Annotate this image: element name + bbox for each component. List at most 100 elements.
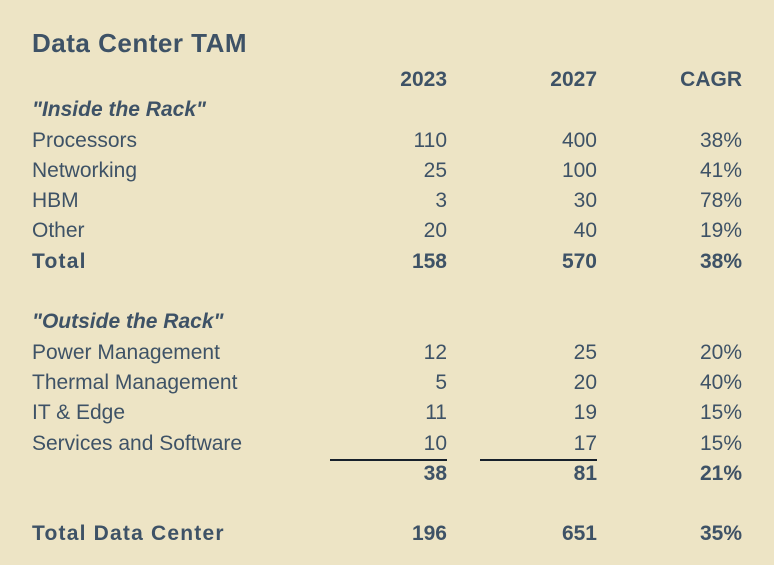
blank-row: [32, 277, 742, 307]
spacer: [480, 95, 597, 125]
table-row-it-and-edge: IT & Edge 11 19 15%: [32, 398, 742, 428]
spacer: [447, 338, 480, 368]
spacer: [625, 307, 742, 337]
spacer: [597, 429, 625, 461]
spacer: [597, 338, 625, 368]
row-label: Thermal Management: [32, 370, 238, 394]
row-label: HBM: [32, 189, 79, 213]
value-2027: 19: [573, 401, 597, 425]
spacer: [597, 368, 625, 398]
blank-row: [32, 489, 742, 519]
spacer: [597, 216, 625, 246]
spacer: [447, 307, 480, 337]
table-row-inside-total: Total 158 570 38%: [32, 247, 742, 277]
spacer: [597, 307, 625, 337]
value-2027: 17: [480, 429, 597, 461]
spacer: [447, 186, 480, 216]
spacer: [447, 95, 480, 125]
spacer: [597, 519, 625, 549]
row-label: Other: [32, 219, 85, 243]
value-2027: 30: [573, 189, 597, 213]
spacer: [447, 126, 480, 156]
row-label: Power Management: [32, 340, 220, 364]
section-header-outside-the-rack: "Outside the Rack": [32, 307, 742, 337]
value-2027: 651: [561, 522, 597, 546]
row-label: IT & Edge: [32, 401, 126, 425]
spacer: [597, 156, 625, 186]
value-2027: 25: [573, 340, 597, 364]
value-2023: 12: [423, 340, 447, 364]
table-row-services-and-software: Services and Software 10 17 15%: [32, 429, 742, 461]
value-2023: 38: [423, 461, 447, 485]
spacer: [597, 459, 625, 489]
table-row-power-management: Power Management 12 25 20%: [32, 338, 742, 368]
value-cagr: 78%: [699, 189, 742, 213]
value-2023: 196: [411, 522, 447, 546]
spacer: [597, 398, 625, 428]
value-2023: 25: [423, 158, 447, 182]
table-row-hbm: HBM 3 30 78%: [32, 186, 742, 216]
spacer: [447, 65, 480, 95]
column-header-2023: 2023: [400, 68, 447, 91]
table-row-outside-subtotal: 38 81 21%: [32, 459, 742, 489]
value-2023: 3: [435, 189, 447, 213]
spacer: [447, 429, 480, 461]
spacer: [597, 186, 625, 216]
table-row-networking: Networking 25 100 41%: [32, 156, 742, 186]
section-label: "Outside the Rack": [32, 310, 224, 334]
value-2023: 158: [411, 249, 447, 273]
table-row-total-data-center: Total Data Center 196 651 35%: [32, 519, 742, 549]
table-row-thermal-management: Thermal Management 5 20 40%: [32, 368, 742, 398]
spacer: [597, 126, 625, 156]
spacer: [447, 216, 480, 246]
value-2023: 5: [435, 370, 447, 394]
table-row-other: Other 20 40 19%: [32, 216, 742, 246]
value-2023: 20: [423, 219, 447, 243]
spacer: [32, 459, 330, 489]
value-2023: 10: [330, 429, 447, 461]
value-2027: 400: [561, 128, 597, 152]
row-label: Services and Software: [32, 431, 243, 455]
value-cagr: 15%: [699, 401, 742, 425]
value-cagr: 20%: [699, 340, 742, 364]
spacer: [32, 65, 330, 95]
value-cagr: 35%: [699, 522, 742, 546]
value-2023: 11: [425, 401, 447, 425]
row-label: Processors: [32, 128, 138, 152]
spacer: [447, 156, 480, 186]
spacer: [597, 95, 625, 125]
spacer: [447, 519, 480, 549]
section-label: "Inside the Rack": [32, 98, 206, 122]
value-2023: 110: [413, 128, 447, 152]
value-2027: 40: [573, 219, 597, 243]
page-title: Data Center TAM: [32, 28, 248, 58]
spacer: [330, 307, 447, 337]
row-label: Total Data Center: [32, 522, 225, 546]
row-label: Total: [32, 249, 87, 273]
value-cagr: 19%: [699, 219, 742, 243]
table-header-row: 2023 2027 CAGR: [32, 65, 742, 95]
spacer: [597, 65, 625, 95]
spacer: [330, 95, 447, 125]
spacer: [447, 247, 480, 277]
value-2027: 570: [561, 249, 597, 273]
column-header-cagr: CAGR: [680, 68, 742, 91]
spacer: [447, 398, 480, 428]
value-2027: 81: [573, 461, 597, 485]
value-2027: 20: [573, 370, 597, 394]
value-cagr: 40%: [699, 370, 742, 394]
value-cagr: 38%: [699, 249, 742, 273]
spacer: [480, 307, 597, 337]
value-cagr: 21%: [699, 461, 742, 485]
table-row-processors: Processors 110 400 38%: [32, 126, 742, 156]
spacer: [625, 95, 742, 125]
spacer: [447, 459, 480, 489]
row-label: Networking: [32, 158, 138, 182]
column-header-2027: 2027: [550, 68, 597, 91]
value-cagr: 15%: [699, 431, 742, 455]
value-2027: 100: [561, 158, 597, 182]
spacer: [597, 247, 625, 277]
value-cagr: 38%: [699, 128, 742, 152]
section-header-inside-the-rack: "Inside the Rack": [32, 95, 742, 125]
